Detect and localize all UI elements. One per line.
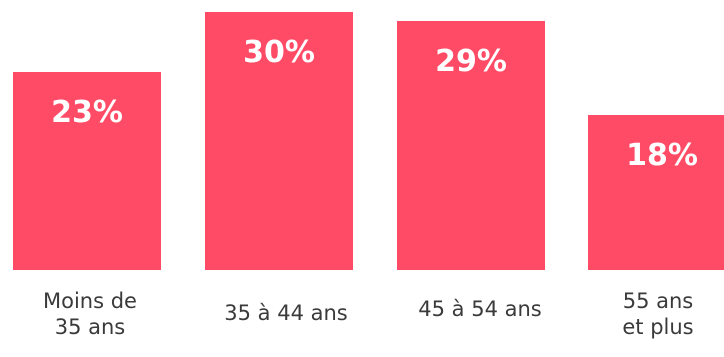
- bar-value-label: 23%: [51, 95, 123, 131]
- bar: 29%: [397, 20, 545, 270]
- category-label: 35 à 44 ans: [224, 301, 348, 325]
- category-label: 45 à 54 ans: [418, 297, 542, 321]
- bar-value-label: 30%: [243, 35, 315, 70]
- bar-value-label: 29%: [435, 43, 507, 79]
- bar: 18%: [588, 115, 724, 270]
- bar: 30%: [205, 12, 353, 270]
- category-label: Moins de 35 ans: [43, 289, 137, 339]
- category-label: 55 ans et plus: [622, 289, 694, 339]
- bar-value-label: 18%: [626, 138, 698, 174]
- bar: 23%: [13, 72, 161, 270]
